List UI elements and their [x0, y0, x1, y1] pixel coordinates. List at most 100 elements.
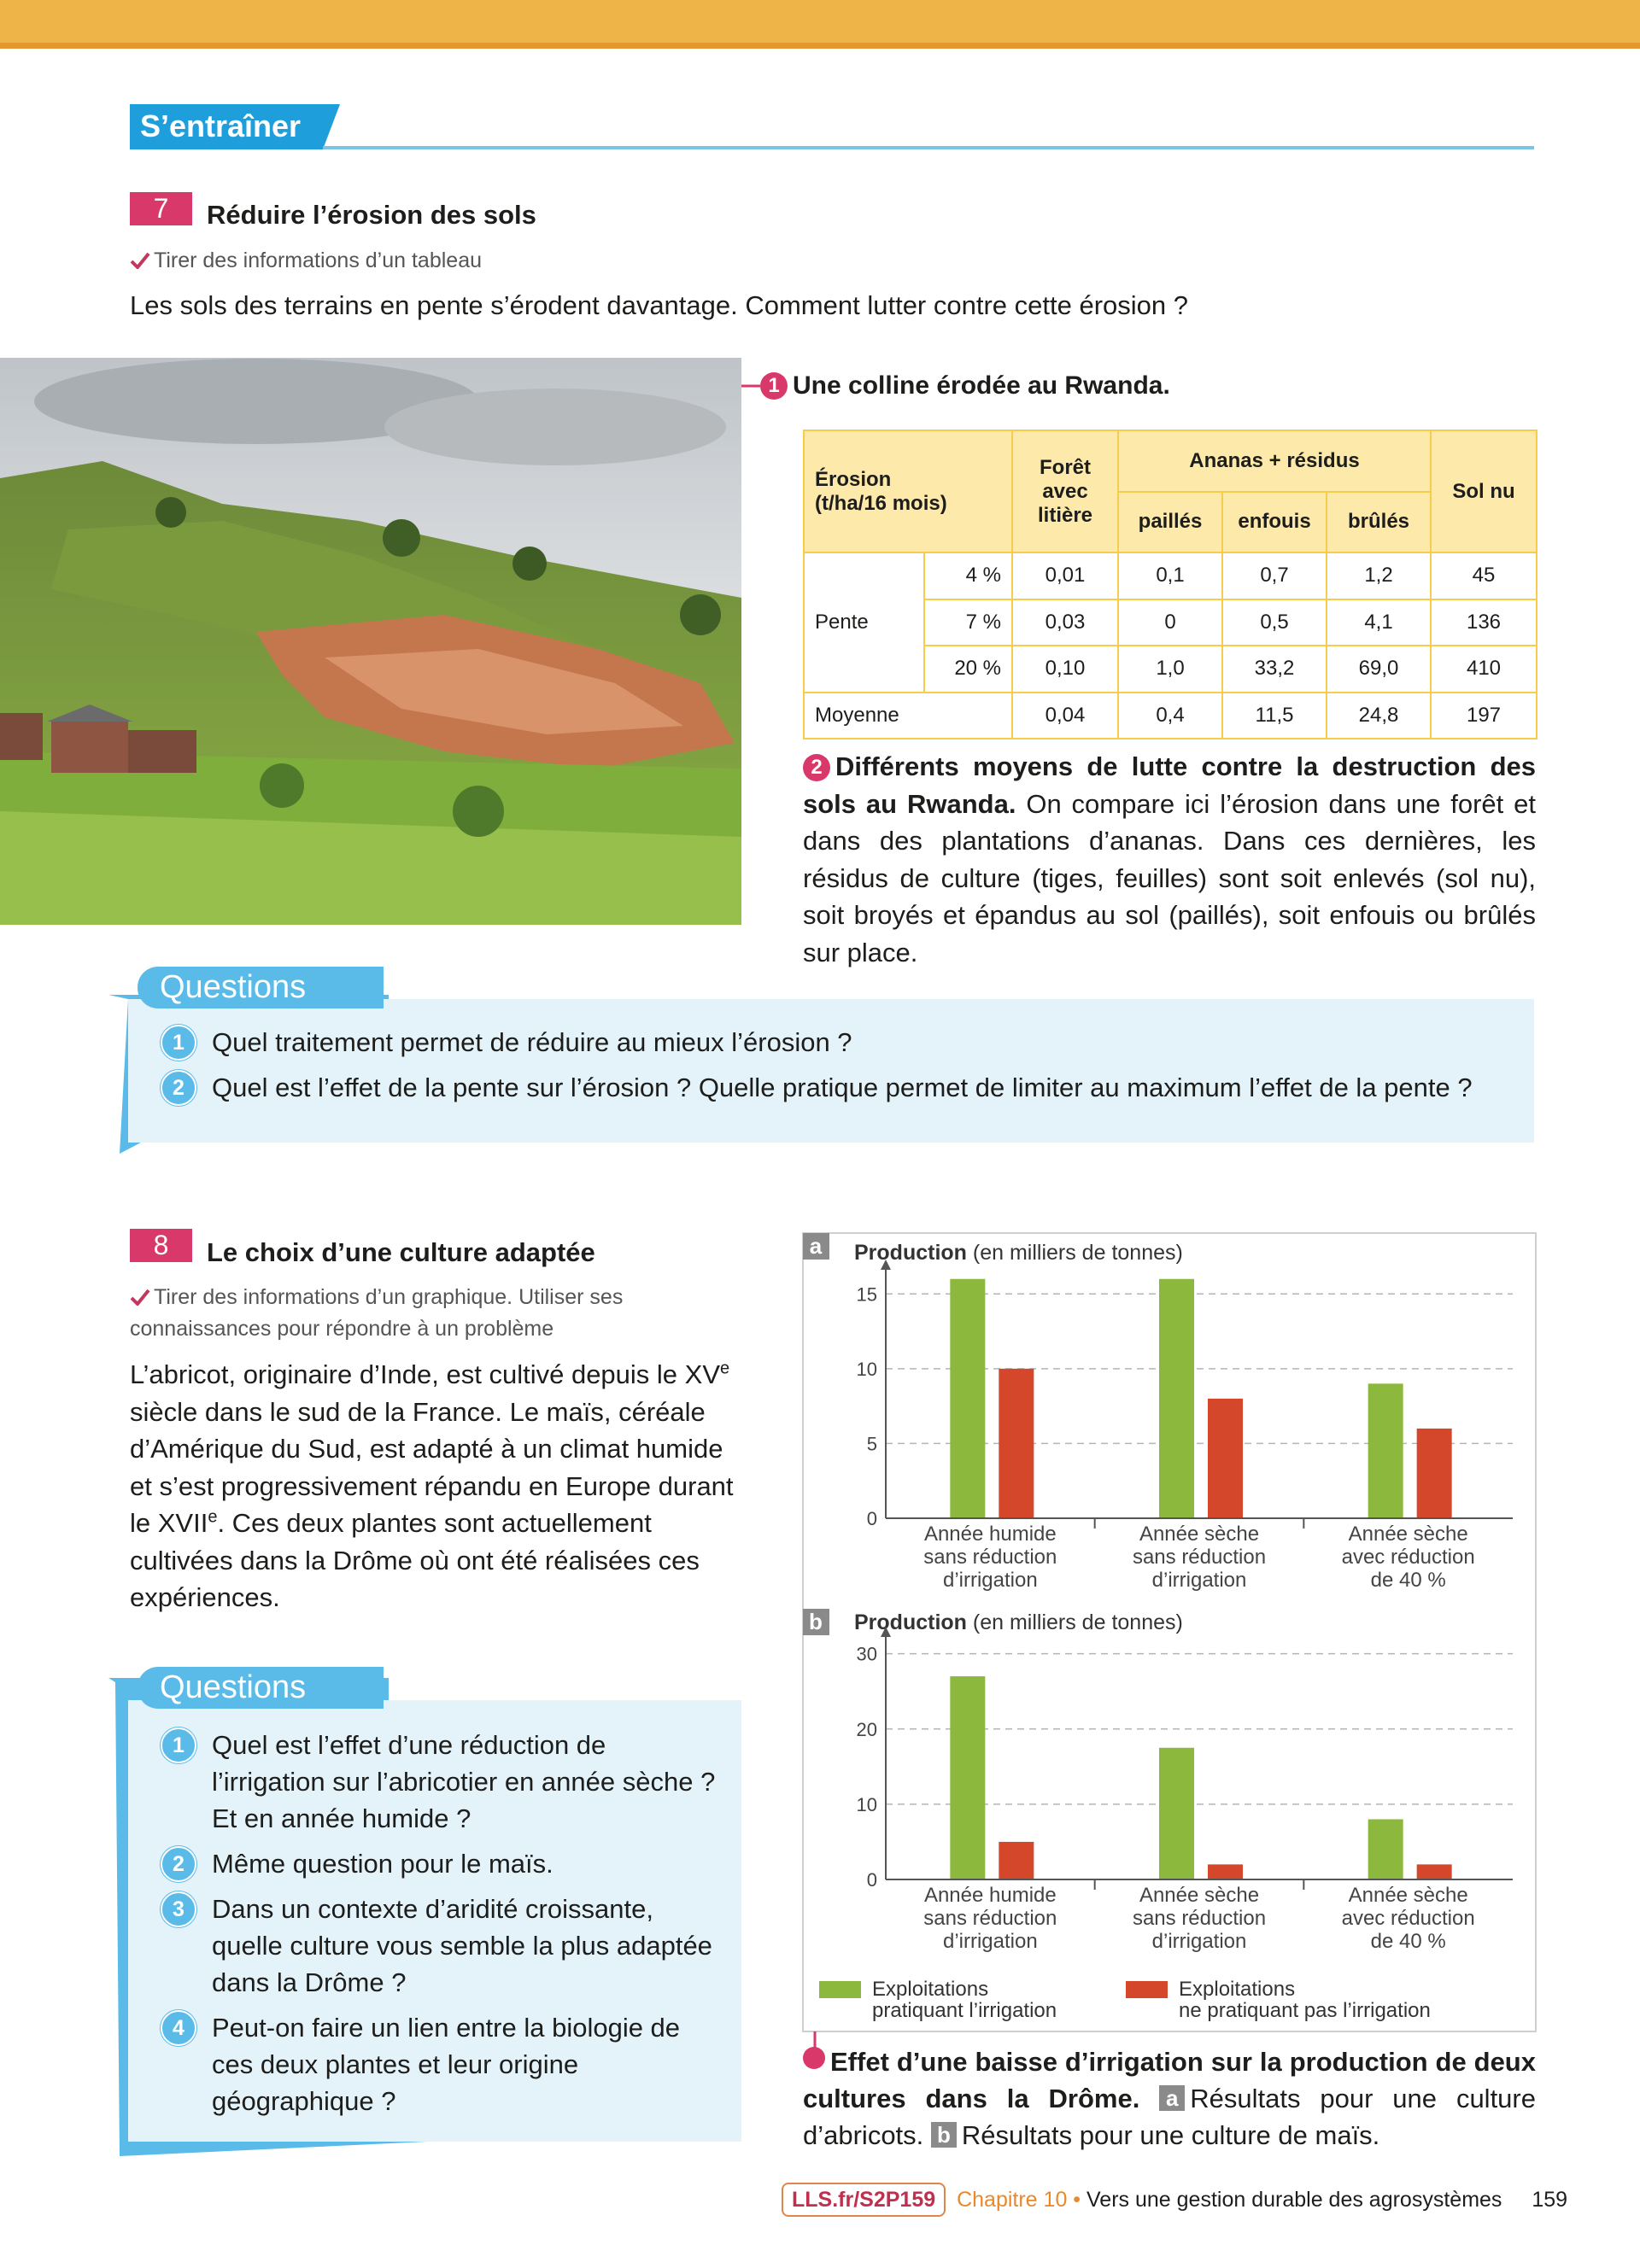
photo — [0, 358, 741, 925]
figure-title: Effet d’une baisse d’irrigation sur la p… — [803, 2047, 1536, 2113]
cell: 136 — [1430, 598, 1538, 647]
intro: L’abricot, originaire d’Inde, est cultiv… — [130, 1356, 738, 1616]
question-text: Dans un contexte d’aridité croissante, q… — [212, 1894, 712, 1997]
doc-text: On compare ici l’érosion dans une forêt … — [803, 788, 1536, 967]
row-label: 20 % — [922, 645, 1014, 693]
question-number: 1 — [161, 1727, 196, 1763]
cell: 0,03 — [1011, 598, 1120, 647]
exercise-number: 8 — [130, 1229, 192, 1262]
chart-label-box — [803, 1609, 829, 1635]
question-number: 1 — [161, 1025, 196, 1061]
footer-link[interactable]: LLS.fr/S2P159 — [782, 2183, 946, 2217]
axis-title-main: Production — [854, 1241, 967, 1265]
row-label: 4 % — [922, 552, 1014, 600]
skill: Tirer des informations d’un graphique. U… — [130, 1282, 738, 1345]
cell: 0 — [1117, 598, 1224, 647]
cell: 33,2 — [1221, 645, 1328, 693]
questions-list: 1 Quel est l’effet d’une réduction de l’i… — [161, 1727, 716, 2128]
cell: 24,8 — [1326, 691, 1432, 740]
x-tick-label: Année sèche avec réduction de 40 % — [1342, 1884, 1475, 1953]
x-tick-label: Année sèche sans réduction d’irrigation — [1133, 1884, 1266, 1953]
questions-box — [128, 1700, 741, 2142]
cell: 0,04 — [1011, 691, 1120, 740]
bar — [1368, 1819, 1403, 1879]
x-tick-label: Année sèche avec réduction de 40 % — [1342, 1523, 1475, 1592]
x-tick-label: Année sèche sans réduction d’irrigation — [1133, 1523, 1266, 1592]
y-tick-label: 0 — [867, 1869, 877, 1891]
part-text: Résultats pour une culture d’abricots. — [803, 2084, 1536, 2150]
bar — [1416, 1864, 1452, 1879]
cell: 0,10 — [1011, 645, 1120, 693]
y-tick-label: 5 — [867, 1433, 877, 1454]
chart-label-box — [803, 1233, 829, 1260]
chart-label: b — [809, 1609, 823, 1634]
questions-label: Questions — [138, 1667, 384, 1709]
part-text: Résultats pour une culture de maïs. — [961, 2120, 1380, 2150]
bar — [1416, 1428, 1452, 1518]
cell: 1,0 — [1117, 645, 1224, 693]
cell: 1,2 — [1326, 552, 1432, 600]
y-axis-arrow — [881, 1627, 891, 1637]
cell: 11,5 — [1221, 691, 1328, 740]
doc-number: 2 — [803, 754, 830, 781]
superscript: e — [208, 1507, 218, 1527]
question-text: Quel traitement permet de réduire au mie… — [212, 1027, 852, 1057]
skill-text: Tirer des informations d’un tableau — [154, 248, 482, 272]
question: 1 Quel traitement permet de réduire au mi… — [161, 1024, 1519, 1061]
y-tick-label: 30 — [857, 1644, 877, 1665]
exercise-title: Réduire l’érosion des sols — [207, 200, 536, 230]
bar — [1368, 1383, 1403, 1518]
cell: 0,5 — [1221, 598, 1328, 647]
doc-description: 2 Différents moyens de lutte contre la de… — [803, 748, 1536, 971]
cell: 197 — [1430, 691, 1538, 740]
cell: 0,4 — [1117, 691, 1224, 740]
check-icon — [130, 252, 150, 269]
question-text: Quel est l’effet d’une réduction de l’ir… — [212, 1730, 716, 1833]
legend-swatch — [1126, 1981, 1168, 1998]
chart-label: a — [810, 1233, 823, 1259]
row-label: 7 % — [922, 598, 1014, 647]
table-row: 20 % 0,10 1,0 33,2 69,0 410 — [804, 645, 1538, 693]
exercise-number: 7 — [130, 192, 192, 225]
intro-text: L’abricot, originaire d’Inde, est cultiv… — [130, 1359, 721, 1389]
y-tick-label: 20 — [857, 1719, 877, 1740]
bar — [999, 1368, 1034, 1518]
question-number: 3 — [161, 1891, 196, 1927]
y-tick-label: 15 — [857, 1283, 877, 1305]
table-row: Pente 4 % 0,01 0,1 0,7 1,2 45 — [803, 552, 1538, 693]
column-header: enfouis — [1221, 490, 1328, 554]
question: 4 Peut-on faire un lien entre la biologie… — [161, 2009, 716, 2119]
top-band — [0, 0, 1640, 43]
intro: Les sols des terrains en pente s’érodent… — [130, 290, 1188, 320]
question: 1 Quel est l’effet d’une réduction de l’i… — [161, 1727, 716, 1837]
figure-dot — [803, 2047, 825, 2069]
y-axis-arrow — [881, 1260, 891, 1270]
skill: Tirer des informations d’un tableau — [130, 245, 482, 277]
table-corner: Érosion (t/ha/16 mois) — [802, 429, 1014, 554]
cell: 0,01 — [1011, 552, 1120, 600]
cell: 45 — [1430, 552, 1538, 600]
page-number: 159 — [1532, 2188, 1568, 2212]
top-band-edge — [0, 43, 1640, 49]
doc-title: Différents moyens de lutte contre la des… — [803, 751, 1536, 819]
exercise-title: Le choix d’une culture adaptée — [207, 1237, 595, 1267]
cell: 0,1 — [1117, 552, 1224, 600]
part-label: b — [930, 2122, 957, 2148]
question-number: 2 — [161, 1846, 196, 1882]
figure-caption: Effet d’une baisse d’irrigation sur la p… — [803, 2043, 1536, 2154]
superscript: e — [720, 1359, 730, 1378]
question: 2 Quel est l’effet de la pente sur l’éros… — [161, 1069, 1519, 1106]
skill-text: Tirer des informations d’un graphique. U… — [130, 1285, 624, 1341]
footer-title: Vers une gestion durable des agrosystème… — [1086, 2188, 1502, 2212]
cell: 69,0 — [1326, 645, 1432, 693]
intro-text: siècle dans le sud de la France. Le maïs… — [130, 1396, 734, 1539]
row-label: Moyenne — [802, 691, 1014, 740]
y-tick-label: 0 — [867, 1508, 877, 1529]
legend-swatch — [819, 1981, 861, 1998]
row-group: Pente — [803, 552, 925, 693]
questions-box — [128, 999, 1534, 1143]
axis-title-unit: (en milliers de tonnes) — [973, 1241, 1183, 1265]
question-number: 2 — [161, 1070, 196, 1106]
cell: 0,7 — [1221, 552, 1328, 600]
